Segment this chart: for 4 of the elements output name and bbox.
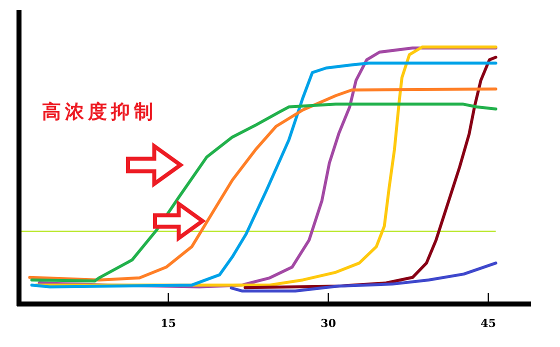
- annotation: 高浓度抑制: [42, 101, 157, 123]
- x-tick-label: 15: [160, 317, 176, 330]
- x-tick-label: 30: [320, 317, 336, 330]
- x-tick-label: 45: [480, 317, 496, 330]
